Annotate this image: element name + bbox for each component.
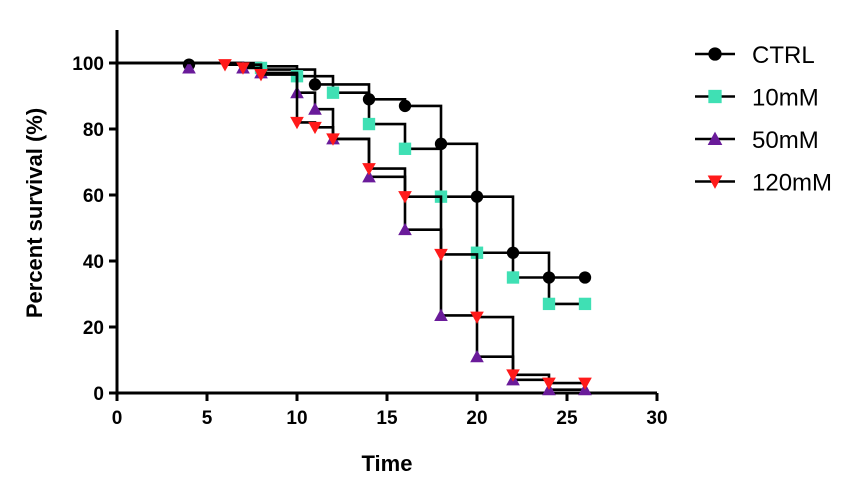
data-point bbox=[362, 117, 376, 131]
legend-label: 120mM bbox=[752, 170, 832, 197]
x-tick-label: 25 bbox=[556, 408, 578, 429]
data-point bbox=[326, 86, 340, 99]
data-point bbox=[182, 61, 196, 74]
data-point bbox=[308, 102, 322, 115]
data-point bbox=[236, 62, 250, 75]
survival-step-line bbox=[117, 61, 585, 279]
data-point bbox=[434, 248, 448, 262]
survival-step-line bbox=[117, 61, 585, 306]
data-point bbox=[218, 59, 232, 72]
series-10mm bbox=[117, 61, 592, 311]
data-point bbox=[542, 297, 556, 311]
y-tick-label: 20 bbox=[83, 318, 104, 339]
x-tick-label: 30 bbox=[646, 408, 667, 429]
data-point bbox=[326, 133, 340, 146]
legend-marker bbox=[708, 89, 722, 104]
data-point bbox=[542, 377, 556, 390]
axes: 0 5 10 15 20 25 30 0 20 40 60 80 100 bbox=[72, 30, 668, 429]
data-point bbox=[398, 142, 412, 155]
legend-marker bbox=[707, 175, 723, 189]
x-tick-label: 15 bbox=[376, 408, 398, 429]
x-axis-title: Time bbox=[362, 451, 413, 476]
data-point bbox=[398, 222, 412, 236]
data-point bbox=[470, 349, 484, 363]
data-point bbox=[578, 297, 592, 311]
data-point bbox=[362, 163, 376, 176]
legend-item-120mm: 120mM bbox=[695, 170, 832, 197]
data-point bbox=[254, 69, 268, 82]
data-point bbox=[308, 78, 322, 91]
legend-label: 10mM bbox=[752, 85, 819, 112]
series-layer bbox=[117, 58, 592, 396]
legend-marker bbox=[708, 47, 722, 61]
data-point bbox=[506, 271, 520, 284]
legend-label: 50mM bbox=[752, 127, 819, 154]
legend-marker bbox=[707, 131, 723, 145]
y-tick-label: 60 bbox=[83, 186, 104, 207]
data-point bbox=[308, 121, 322, 135]
x-tick-label: 20 bbox=[466, 408, 487, 429]
data-point bbox=[470, 311, 484, 324]
data-point bbox=[578, 377, 592, 390]
data-point bbox=[434, 137, 448, 151]
x-tick-label: 10 bbox=[286, 408, 307, 429]
series-50mm bbox=[117, 61, 592, 396]
legend-item-50mm: 50mM bbox=[695, 127, 819, 154]
legend-item-10mm: 10mM bbox=[695, 85, 819, 112]
y-axis-title: Percent survival (%) bbox=[22, 108, 47, 318]
legend: CTRL 10mM 50mM 120mM bbox=[695, 42, 832, 197]
series-120mm bbox=[117, 59, 592, 390]
data-point bbox=[362, 170, 376, 183]
data-point bbox=[434, 308, 448, 321]
data-point bbox=[578, 271, 592, 284]
legend-item-ctrl: CTRL bbox=[695, 42, 815, 69]
survival-step-line bbox=[117, 61, 585, 391]
x-tick-label: 5 bbox=[202, 408, 213, 429]
data-point bbox=[470, 246, 484, 259]
y-tick-label: 100 bbox=[72, 54, 104, 75]
y-tick-label: 0 bbox=[93, 384, 104, 405]
data-point bbox=[506, 369, 520, 382]
data-point bbox=[290, 116, 304, 130]
x-tick-label: 0 bbox=[112, 408, 123, 429]
legend-label: CTRL bbox=[752, 42, 815, 69]
data-point bbox=[398, 99, 412, 113]
y-tick-label: 80 bbox=[83, 120, 104, 141]
y-tick-label: 40 bbox=[83, 252, 104, 273]
survival-step-line bbox=[117, 61, 585, 385]
data-point bbox=[398, 191, 412, 204]
series-ctrl bbox=[117, 58, 592, 284]
